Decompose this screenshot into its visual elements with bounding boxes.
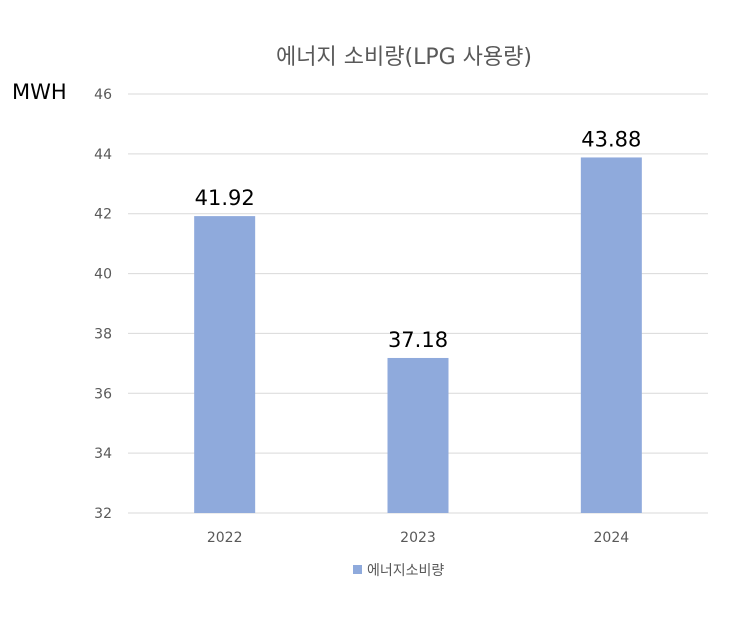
y-tick-label: 38: [94, 326, 112, 342]
y-tick-label: 32: [94, 506, 112, 522]
x-tick-label: 2022: [207, 530, 243, 546]
y-tick-label: 40: [94, 267, 112, 283]
y-tick-label: 44: [94, 147, 112, 163]
bars: [194, 157, 642, 513]
y-tick-label: 34: [94, 446, 112, 462]
x-axis-ticks: 2022 2023 2024: [207, 530, 629, 546]
y-tick-label: 42: [94, 207, 112, 223]
y-tick-label: 46: [94, 87, 112, 103]
y-axis-unit-label: MWH: [12, 80, 67, 104]
bar-2024: [580, 157, 642, 513]
y-axis-ticks: 32 34 36 38 40 42 44 46: [94, 87, 112, 522]
bar-2023: [387, 357, 449, 513]
data-label: 41.92: [195, 186, 255, 210]
x-tick-label: 2024: [594, 530, 630, 546]
data-label: 43.88: [581, 127, 641, 151]
legend: 에너지소비량: [353, 563, 444, 579]
bar-2022: [194, 216, 256, 513]
data-label: 37.18: [388, 328, 448, 352]
y-tick-label: 36: [94, 386, 112, 402]
chart-title: 에너지 소비량(LPG 사용량): [276, 45, 532, 70]
legend-label: 에너지소비량: [367, 563, 444, 579]
legend-swatch: [353, 565, 362, 574]
data-labels: 41.92 37.18 43.88: [195, 127, 642, 352]
x-tick-label: 2023: [400, 530, 436, 546]
